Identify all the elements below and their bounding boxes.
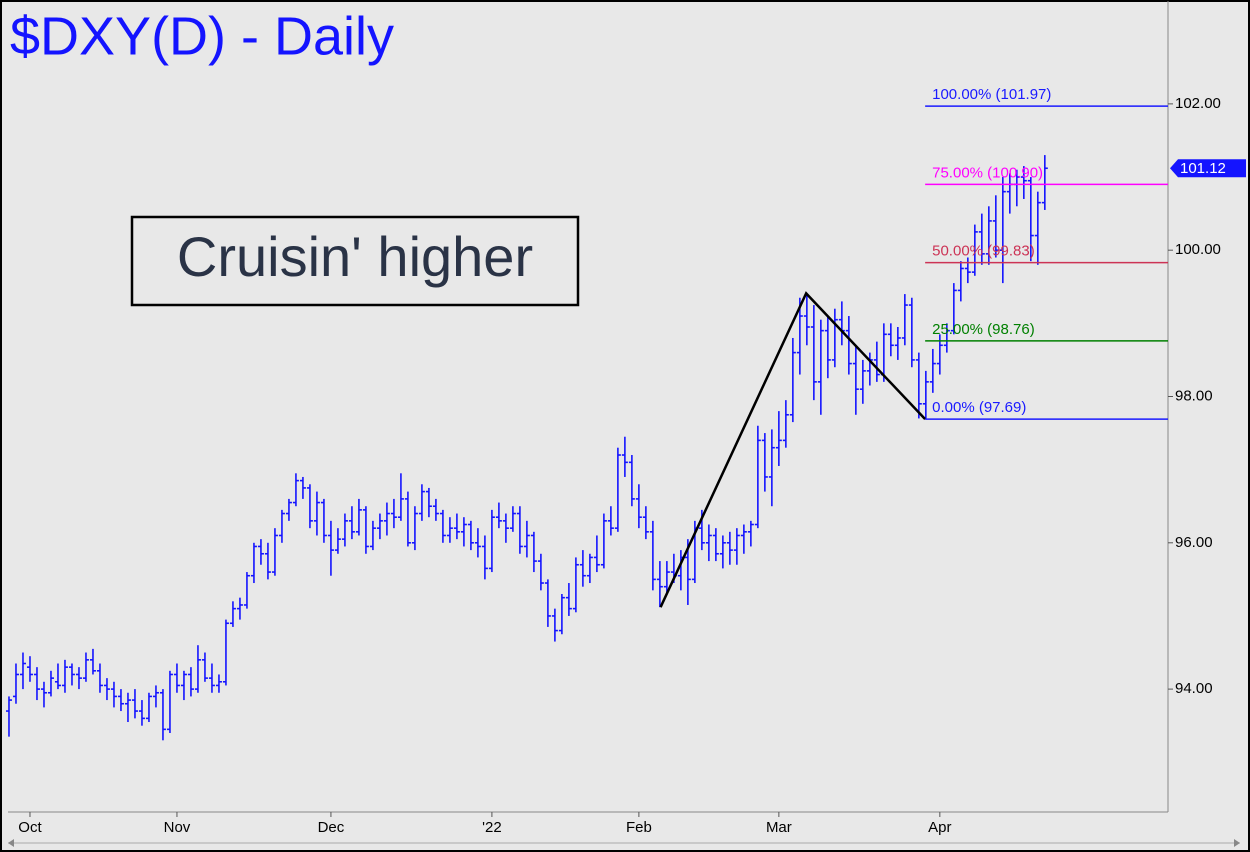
trendline bbox=[659, 291, 927, 608]
fib-label: 75.00% (100.90) bbox=[932, 164, 1043, 181]
x-tick-label: Feb bbox=[626, 819, 652, 836]
x-tick-label: Mar bbox=[766, 819, 792, 836]
x-tick-label: '22 bbox=[482, 819, 502, 836]
fib-label: 0.00% (97.69) bbox=[932, 399, 1026, 416]
y-tick-label: 98.00 bbox=[1175, 387, 1213, 404]
fib-label: 50.00% (99.83) bbox=[932, 243, 1035, 260]
scroll-left[interactable] bbox=[8, 839, 14, 847]
y-tick-label: 100.00 bbox=[1175, 241, 1221, 258]
x-tick-label: Apr bbox=[928, 819, 951, 836]
fib-label: 25.00% (98.76) bbox=[932, 321, 1035, 338]
x-tick-label: Nov bbox=[164, 819, 191, 836]
scroll-right[interactable] bbox=[1234, 839, 1240, 847]
x-tick-label: Oct bbox=[18, 819, 42, 836]
scrollbar[interactable] bbox=[8, 839, 1240, 847]
fib-label: 100.00% (101.97) bbox=[932, 86, 1051, 103]
last-price-label: 101.12 bbox=[1180, 160, 1226, 177]
annotation-box bbox=[130, 215, 580, 307]
x-tick-label: Dec bbox=[318, 819, 345, 836]
y-tick-label: 94.00 bbox=[1175, 680, 1213, 697]
last-price-tag bbox=[1170, 159, 1246, 178]
y-tick-label: 102.00 bbox=[1175, 95, 1221, 112]
annotation: Cruisin' higher bbox=[177, 225, 533, 288]
y-tick-label: 96.00 bbox=[1175, 534, 1213, 551]
chart-title: $DXY(D) - Daily bbox=[10, 6, 394, 66]
